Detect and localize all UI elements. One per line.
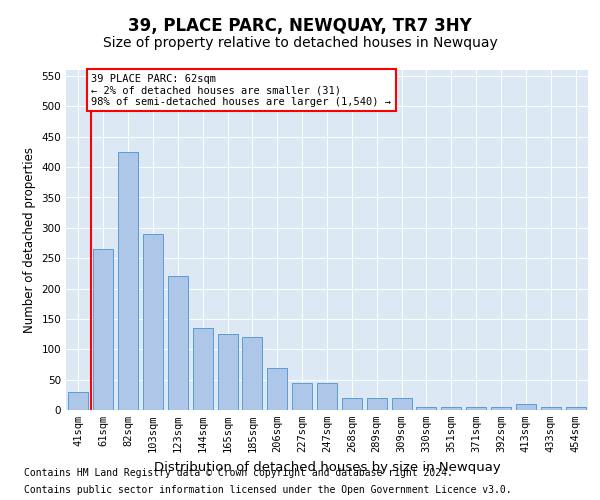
- Bar: [118, 152, 138, 410]
- Text: Contains HM Land Registry data © Crown copyright and database right 2024.: Contains HM Land Registry data © Crown c…: [24, 468, 453, 477]
- Bar: [541, 407, 560, 410]
- Bar: [516, 404, 536, 410]
- Y-axis label: Number of detached properties: Number of detached properties: [23, 147, 36, 333]
- X-axis label: Distribution of detached houses by size in Newquay: Distribution of detached houses by size …: [154, 460, 500, 473]
- Bar: [392, 398, 412, 410]
- Bar: [168, 276, 188, 410]
- Bar: [193, 328, 212, 410]
- Text: 39 PLACE PARC: 62sqm
← 2% of detached houses are smaller (31)
98% of semi-detach: 39 PLACE PARC: 62sqm ← 2% of detached ho…: [91, 74, 391, 107]
- Bar: [442, 407, 461, 410]
- Bar: [566, 407, 586, 410]
- Bar: [367, 398, 386, 410]
- Bar: [218, 334, 238, 410]
- Bar: [342, 398, 362, 410]
- Bar: [143, 234, 163, 410]
- Bar: [317, 382, 337, 410]
- Bar: [242, 337, 262, 410]
- Text: Size of property relative to detached houses in Newquay: Size of property relative to detached ho…: [103, 36, 497, 50]
- Bar: [68, 392, 88, 410]
- Bar: [268, 368, 287, 410]
- Bar: [94, 249, 113, 410]
- Bar: [292, 382, 312, 410]
- Text: Contains public sector information licensed under the Open Government Licence v3: Contains public sector information licen…: [24, 485, 512, 495]
- Bar: [416, 407, 436, 410]
- Bar: [466, 407, 486, 410]
- Bar: [491, 407, 511, 410]
- Text: 39, PLACE PARC, NEWQUAY, TR7 3HY: 39, PLACE PARC, NEWQUAY, TR7 3HY: [128, 18, 472, 36]
